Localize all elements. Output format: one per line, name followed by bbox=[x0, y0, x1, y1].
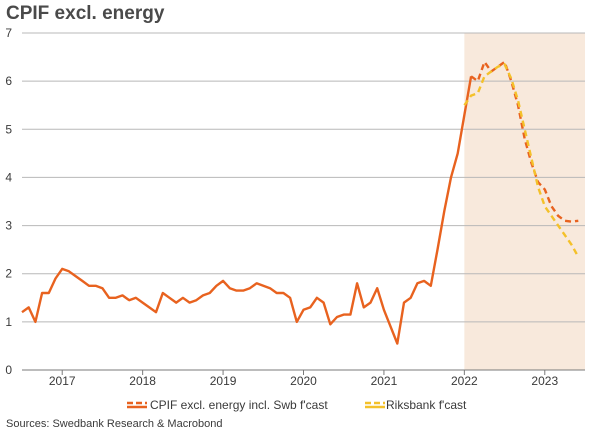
legend: CPIF excl. energy incl. Swb f'cast Riksba… bbox=[127, 398, 467, 412]
y-tick-label: 0 bbox=[5, 363, 12, 377]
x-tick-label: 2020 bbox=[290, 374, 317, 388]
y-axis-tick-labels: 0 1 2 3 4 5 6 7 bbox=[5, 26, 12, 377]
y-tick-label: 6 bbox=[5, 74, 12, 88]
series-line-swb-forecast bbox=[470, 60, 579, 223]
forecast-shade bbox=[464, 33, 585, 370]
x-tick-label: 2023 bbox=[531, 374, 558, 388]
series-line-cpif-actual bbox=[21, 76, 473, 345]
y-tick-label: 4 bbox=[5, 170, 12, 184]
x-tick-label: 2017 bbox=[49, 374, 76, 388]
x-tick-label: 2022 bbox=[451, 374, 478, 388]
legend-label: CPIF excl. energy incl. Swb f'cast bbox=[150, 398, 328, 412]
x-tick-label: 2019 bbox=[210, 374, 237, 388]
y-tick-label: 2 bbox=[5, 267, 12, 281]
x-axis-tick-labels: 2017 2018 2019 2020 2021 2022 2023 bbox=[49, 370, 558, 388]
y-tick-label: 1 bbox=[5, 315, 12, 329]
x-tick-label: 2021 bbox=[371, 374, 398, 388]
y-tick-label: 3 bbox=[5, 219, 12, 233]
source-note: Sources: Swedbank Research & Macrobond bbox=[6, 418, 223, 430]
series-lines bbox=[21, 60, 580, 345]
series-line-riksbank-forecast bbox=[463, 63, 580, 258]
chart-title: CPIF excl. energy bbox=[6, 3, 165, 24]
legend-label: Riksbank f'cast bbox=[386, 398, 467, 412]
x-tick-label: 2018 bbox=[129, 374, 156, 388]
y-tick-label: 5 bbox=[5, 122, 12, 136]
forecast-period-shading bbox=[464, 33, 585, 370]
y-tick-label: 7 bbox=[5, 26, 12, 40]
